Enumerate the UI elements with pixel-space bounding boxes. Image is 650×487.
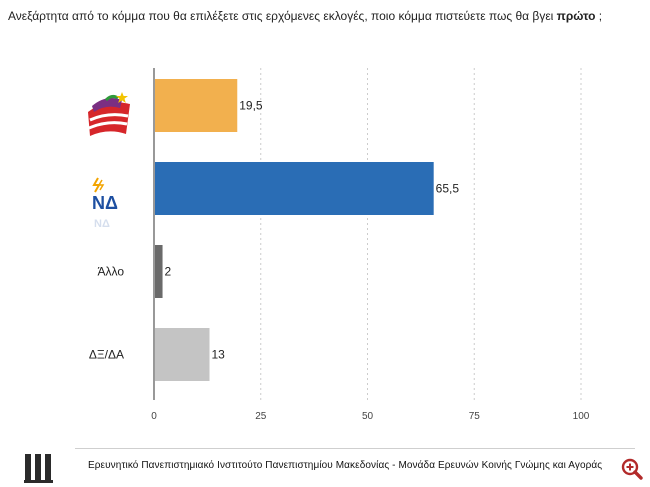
category-label-3: Άλλο [97,265,124,279]
x-tick-50: 50 [362,411,374,422]
title-suffix: ; [595,9,603,23]
title-bold: πρώτο [556,9,596,23]
x-tick-100: 100 [573,411,590,422]
value-label-2: 65,5 [436,182,460,196]
category-label-4: ΔΞ/ΔΑ [89,348,124,362]
footer-source: Ερευνητικό Πανεπιστημιακό Ινστιτούτο Παν… [88,460,603,471]
title-prefix: Ανεξάρτητα από το κόμμα που θα επιλέξετε… [8,9,557,23]
value-label-1: 19,5 [239,99,263,113]
x-tick-25: 25 [255,411,267,422]
institute-logo-icon [24,454,53,483]
x-tick-0: 0 [151,411,157,422]
svg-text:ΝΔ: ΝΔ [92,193,118,213]
x-tick-labels: 0 25 50 75 100 [151,411,590,422]
chart-title: Ανεξάρτητα από το κόμμα που θα επιλέξετε… [8,8,648,24]
bars [155,79,434,381]
bar-1 [155,79,238,132]
bar-2 [155,162,434,215]
syriza-logo [88,92,130,136]
svg-text:ΝΔ: ΝΔ [94,218,110,230]
zoom-in-icon[interactable] [621,458,643,480]
category-labels: Άλλο ΔΞ/ΔΑ [89,265,124,362]
footer-divider [75,448,635,449]
x-tick-75: 75 [469,411,481,422]
bar-chart: 19,5 65,5 2 13 0 25 50 75 100 Άλλο ΔΞ/ΔΑ ΝΔ ΝΔ [88,68,590,422]
value-labels: 19,5 65,5 2 13 [165,99,460,362]
bar-3 [155,245,163,298]
nd-logo: ΝΔ ΝΔ [92,177,118,230]
grid-lines [153,68,582,400]
bar-4 [155,328,210,381]
value-label-3: 2 [165,265,172,279]
value-label-4: 13 [212,348,226,362]
